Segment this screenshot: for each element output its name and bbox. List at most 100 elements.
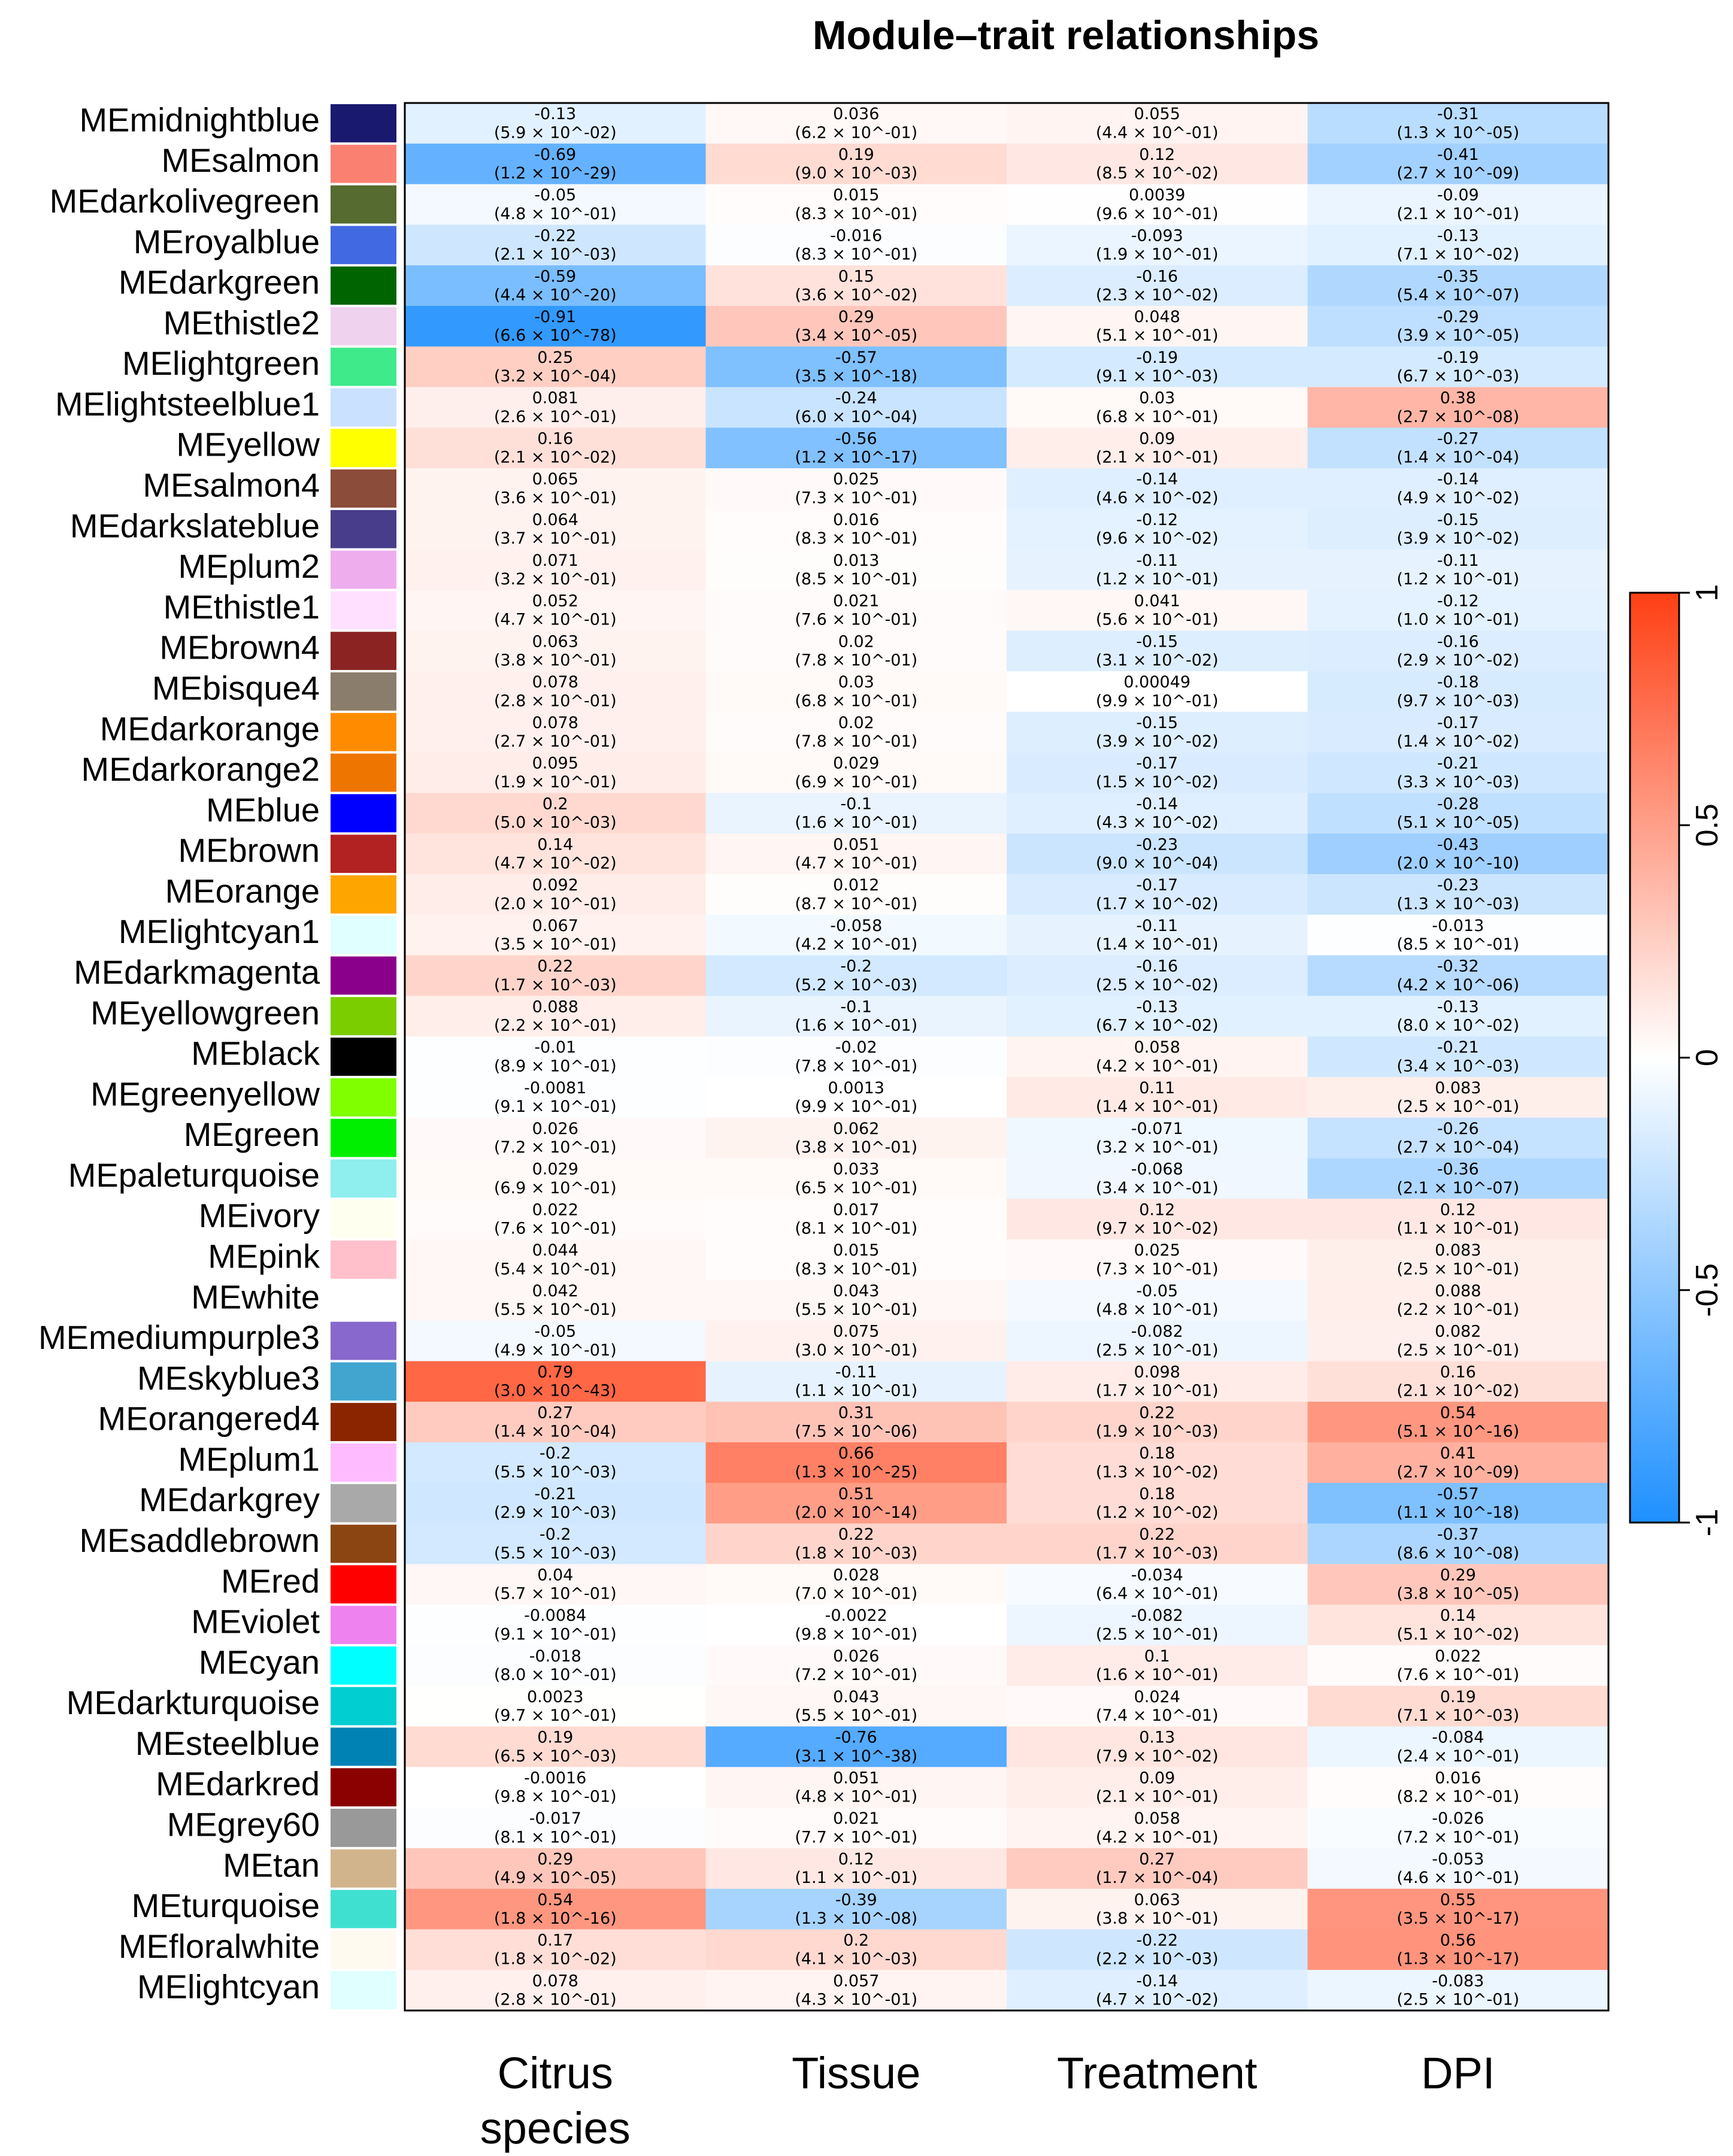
row-label-melightgreen: MElightgreen — [122, 344, 320, 382]
cell-pvalue: (8.0 × 10^-02) — [1396, 1017, 1519, 1035]
heatmap-cell-meorange-col4 — [1307, 874, 1609, 915]
cell-pvalue: (4.4 × 10^-01) — [1096, 123, 1219, 142]
module-color-swatch-meyellow — [331, 429, 396, 468]
cell-correlation: -0.56 — [835, 429, 877, 448]
cell-pvalue: (2.0 × 10^-14) — [795, 1503, 917, 1522]
heatmap-cell-megrey60-col4 — [1307, 1808, 1609, 1849]
heatmap-cell-melightgreen-col2 — [705, 346, 1007, 388]
heatmap-cell-mecyan-col4 — [1307, 1645, 1609, 1687]
cell-correlation: 0.064 — [532, 511, 578, 529]
module-color-swatch-medarkturquoise — [331, 1687, 396, 1726]
heatmap-cell-medarkmagenta-col2 — [705, 955, 1007, 996]
cell-correlation: 0.02 — [838, 714, 874, 732]
heatmap-cell-mesteelblue-col1 — [405, 1726, 707, 1767]
cell-pvalue: (2.5 × 10^-01) — [1396, 1341, 1519, 1360]
heatmap-cell-mepink-col4 — [1307, 1239, 1609, 1281]
cell-pvalue: (1.6 × 10^-01) — [1096, 1666, 1219, 1684]
row-label-meorangered4: MEorangered4 — [98, 1400, 320, 1438]
heatmap-cell-melightcyan1-col4 — [1307, 914, 1609, 956]
row-label-meorange: MEorange — [165, 872, 320, 909]
heatmap-cell-meyellow-col1 — [405, 427, 707, 469]
cell-correlation: 0.098 — [1134, 1363, 1180, 1382]
module-color-swatch-methistle2 — [331, 307, 396, 345]
cell-correlation: -0.034 — [1131, 1566, 1183, 1584]
cell-correlation: -0.1 — [840, 795, 872, 813]
cell-pvalue: (1.6 × 10^-01) — [795, 814, 917, 832]
cell-pvalue: (6.7 × 10^-03) — [1396, 367, 1519, 386]
cell-correlation: 0.0023 — [527, 1688, 583, 1706]
cell-correlation: -0.21 — [534, 1485, 576, 1503]
cell-pvalue: (4.7 × 10^-01) — [795, 854, 917, 872]
cell-correlation: -0.14 — [1136, 1972, 1178, 1990]
cell-pvalue: (1.1 × 10^-01) — [1396, 1220, 1519, 1238]
cell-pvalue: (5.1 × 10^-16) — [1396, 1422, 1519, 1441]
heatmap-cell-melightgreen-col4 — [1307, 346, 1609, 388]
cell-correlation: -0.0016 — [524, 1769, 586, 1787]
module-color-swatch-mered — [331, 1565, 396, 1604]
cell-correlation: -0.35 — [1437, 267, 1479, 286]
cell-pvalue: (4.9 × 10^-02) — [1396, 489, 1519, 507]
color-legend-bar — [1629, 592, 1680, 1524]
heatmap-cell-meroyalblue-col3 — [1007, 225, 1308, 266]
heatmap-cell-mered-col1 — [405, 1564, 707, 1605]
cell-correlation: -0.12 — [1437, 592, 1479, 611]
cell-pvalue: (2.7 × 10^-01) — [494, 732, 617, 751]
heatmap-cell-medarkgreen-col3 — [1007, 265, 1308, 307]
cell-correlation: 0.14 — [537, 835, 573, 854]
module-color-swatch-meskyblue3 — [331, 1362, 396, 1401]
heatmap-cell-meplum1-col2 — [705, 1442, 1007, 1484]
cell-pvalue: (5.5 × 10^-03) — [494, 1463, 617, 1481]
cell-correlation: -0.2 — [540, 1526, 571, 1544]
heatmap-cell-medarkgreen-col2 — [705, 265, 1007, 307]
cell-correlation: -0.14 — [1136, 470, 1178, 489]
cell-correlation: -0.1 — [840, 997, 872, 1016]
heatmap-cell-meskyblue3-col1 — [405, 1361, 707, 1402]
heatmap-cell-meroyalblue-col1 — [405, 225, 707, 266]
heatmap-cell-mefloralwhite-col1 — [405, 1929, 707, 1970]
cell-correlation: 0.028 — [833, 1566, 879, 1584]
row-label-meskyblue3: MEskyblue3 — [137, 1359, 320, 1397]
cell-correlation: 0.088 — [1435, 1282, 1481, 1300]
cell-correlation: 0.29 — [838, 308, 874, 326]
cell-pvalue: (5.4 × 10^-01) — [494, 1260, 617, 1278]
cell-correlation: -0.2 — [540, 1444, 571, 1463]
cell-pvalue: (3.5 × 10^-17) — [1396, 1909, 1519, 1928]
heatmap-cell-memidnightblue-col4 — [1307, 103, 1609, 144]
module-color-swatch-melightcyan1 — [331, 915, 396, 954]
heatmap-cell-meblack-col3 — [1007, 1036, 1308, 1078]
row-label-medarkred: MEdarkred — [156, 1765, 320, 1803]
cell-correlation: -0.21 — [1437, 754, 1479, 773]
cell-correlation: 0.058 — [1134, 1038, 1180, 1057]
heatmap-cell-meturquoise-col3 — [1007, 1888, 1308, 1930]
cell-correlation: -0.14 — [1136, 795, 1178, 813]
heatmap-cell-methistle1-col4 — [1307, 590, 1609, 631]
cell-correlation: -0.11 — [1437, 551, 1479, 570]
cell-pvalue: (7.8 × 10^-01) — [795, 1057, 917, 1075]
cell-correlation: 0.025 — [833, 470, 879, 489]
cell-pvalue: (5.1 × 10^-05) — [1396, 814, 1519, 832]
heatmap-cell-mebisque4-col2 — [705, 671, 1007, 712]
cell-pvalue: (5.1 × 10^-01) — [1096, 326, 1219, 345]
cell-correlation: -0.31 — [1437, 105, 1479, 123]
heatmap-cell-megreen-col4 — [1307, 1117, 1609, 1159]
heatmap-cell-medarkorange-col4 — [1307, 711, 1609, 753]
cell-correlation: 0.029 — [833, 754, 879, 773]
heatmap-cell-methistle2-col2 — [705, 305, 1007, 347]
heatmap-cell-megrey60-col1 — [405, 1808, 707, 1849]
heatmap-cell-mesalmon4-col4 — [1307, 468, 1609, 510]
cell-pvalue: (9.0 × 10^-04) — [1096, 854, 1219, 872]
heatmap-cell-mesalmon-col1 — [405, 143, 707, 185]
cell-pvalue: (6.6 × 10^-78) — [494, 326, 617, 345]
row-label-meplum2: MEplum2 — [178, 547, 320, 585]
cell-pvalue: (7.3 × 10^-01) — [795, 489, 917, 507]
cell-pvalue: (3.0 × 10^-01) — [795, 1341, 917, 1360]
cell-correlation: -0.18 — [1437, 673, 1479, 692]
cell-correlation: 0.31 — [838, 1403, 874, 1422]
cell-pvalue: (2.7 × 10^-08) — [1396, 408, 1519, 426]
heatmap-cell-memidnightblue-col1 — [405, 103, 707, 144]
heatmap-cell-medarkorange-col3 — [1007, 711, 1308, 753]
row-label-melightcyan1: MElightcyan1 — [119, 912, 320, 950]
heatmap-cell-melightsteelblue1-col1 — [405, 387, 707, 428]
cell-correlation: 0.017 — [833, 1200, 879, 1219]
heatmap-cell-mesalmon4-col3 — [1007, 468, 1308, 510]
